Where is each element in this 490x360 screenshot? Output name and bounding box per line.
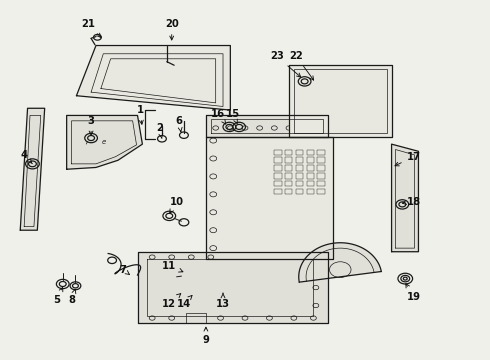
Text: 5: 5 [53,287,63,305]
Bar [296,181,303,186]
Text: 10: 10 [170,197,184,213]
Text: 16: 16 [211,109,226,124]
Text: 23: 23 [270,51,301,77]
Polygon shape [299,243,381,282]
Bar [285,189,293,194]
Bar [307,173,314,179]
Bar [285,165,293,171]
Bar [318,157,325,163]
Bar [274,173,282,179]
Text: 9: 9 [202,327,209,345]
Text: 6: 6 [175,116,183,132]
Text: e: e [101,139,105,145]
Polygon shape [392,144,418,252]
Text: 7: 7 [120,265,129,275]
Text: 3: 3 [88,116,95,135]
Bar [296,173,303,179]
Text: 21: 21 [82,19,101,37]
Bar [285,157,293,163]
Text: 13: 13 [216,293,230,309]
Bar [296,157,303,163]
Bar [318,181,325,186]
Text: 18: 18 [402,197,420,207]
Bar [274,165,282,171]
Text: 12: 12 [162,294,181,309]
Text: 1: 1 [136,105,144,124]
Text: 17: 17 [395,152,420,166]
Bar [307,165,314,171]
Bar [285,181,293,186]
Text: 4: 4 [21,150,32,164]
Text: 15: 15 [226,109,240,124]
Bar [318,189,325,194]
Polygon shape [20,108,45,230]
Text: 2: 2 [156,123,163,139]
Text: 11: 11 [162,261,183,272]
Bar [296,149,303,155]
Polygon shape [206,116,328,137]
Polygon shape [206,137,333,259]
Polygon shape [138,252,328,323]
Bar [318,149,325,155]
Bar [296,165,303,171]
Bar [307,157,314,163]
Polygon shape [67,116,143,169]
Bar [274,149,282,155]
Text: 8: 8 [68,289,76,305]
Bar [274,157,282,163]
Bar [285,149,293,155]
Text: 22: 22 [290,51,314,80]
Bar [274,181,282,186]
Text: 20: 20 [165,19,178,40]
Bar [318,173,325,179]
Bar [285,173,293,179]
Text: 19: 19 [406,284,420,302]
Bar [318,165,325,171]
Bar [296,189,303,194]
Text: 14: 14 [177,296,192,309]
Polygon shape [76,45,230,110]
Bar [307,181,314,186]
Polygon shape [289,65,392,137]
Bar [307,149,314,155]
Bar [307,189,314,194]
Bar [274,189,282,194]
